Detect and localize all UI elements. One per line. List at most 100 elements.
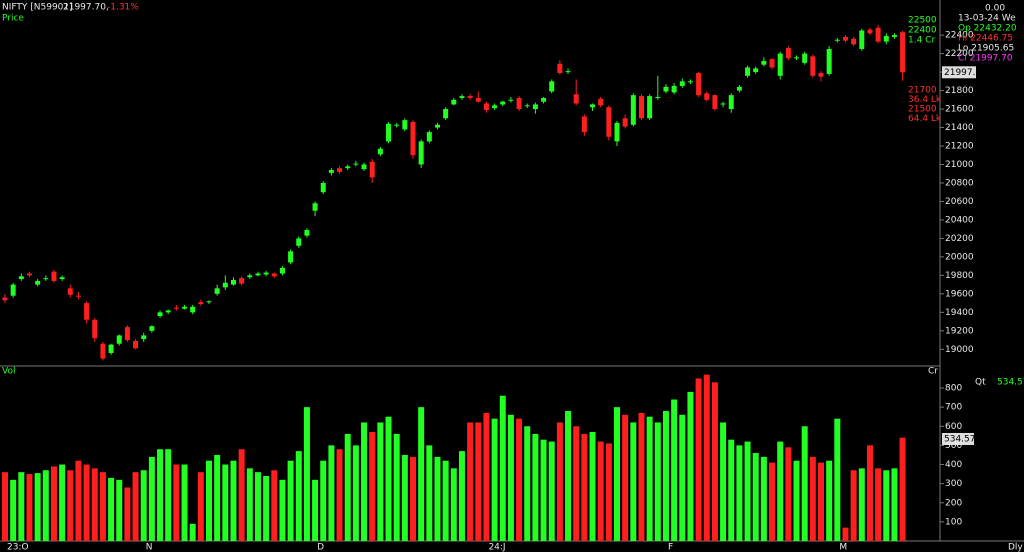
candle-body bbox=[124, 327, 130, 341]
y-tick-label: 20600 bbox=[945, 197, 974, 207]
candle-body bbox=[377, 148, 383, 155]
candle-body bbox=[900, 32, 906, 73]
candle-body bbox=[802, 53, 808, 63]
volume-bar bbox=[458, 451, 465, 541]
candle-body bbox=[337, 168, 343, 172]
info-text: Lo 21905.65 bbox=[958, 44, 1014, 54]
candle-body bbox=[614, 122, 620, 142]
volume-bar bbox=[442, 460, 449, 541]
volume-bar bbox=[769, 462, 776, 541]
candle-body bbox=[67, 288, 73, 295]
y-tick-label: 21200 bbox=[945, 142, 974, 152]
candle-body bbox=[859, 30, 865, 49]
y-tick-label: 600 bbox=[945, 422, 962, 432]
candle-body bbox=[516, 97, 522, 110]
overlay-label: 64.4 Lk bbox=[908, 114, 942, 124]
candle-body bbox=[851, 38, 857, 45]
volume-bar bbox=[565, 410, 572, 541]
volume-bar bbox=[181, 464, 188, 541]
candle-body bbox=[671, 85, 677, 93]
candle-body bbox=[51, 271, 57, 281]
info-text: 0.00 bbox=[985, 4, 1005, 14]
candle-body bbox=[549, 81, 555, 92]
y-tick-label: 100 bbox=[945, 517, 962, 527]
candle-body bbox=[10, 284, 16, 296]
y-tick-label: 21800 bbox=[945, 86, 974, 96]
volume-bar bbox=[246, 468, 253, 541]
volume-bar bbox=[875, 468, 882, 541]
volume-bar bbox=[777, 441, 784, 541]
candle-body bbox=[769, 59, 775, 68]
volume-bar bbox=[75, 460, 82, 541]
volume-bar bbox=[165, 449, 172, 541]
volume-bar bbox=[124, 487, 131, 541]
volume-bar bbox=[238, 449, 245, 541]
volume-bar bbox=[116, 479, 123, 541]
candle-body bbox=[785, 48, 791, 59]
last-text: 21997.70, bbox=[63, 3, 109, 13]
info-text: Cl 21997.70 bbox=[958, 54, 1013, 64]
volume-bar bbox=[312, 479, 319, 541]
volume-bar bbox=[605, 443, 612, 541]
candle-body bbox=[728, 95, 734, 110]
price-panel-label: Price bbox=[2, 14, 24, 24]
volume-bar bbox=[34, 473, 41, 541]
volume-bar bbox=[434, 456, 441, 541]
candle-body bbox=[524, 105, 530, 107]
candle-body bbox=[622, 118, 628, 127]
candle-body bbox=[891, 35, 897, 37]
volume-bar bbox=[646, 416, 653, 541]
volume-bar bbox=[401, 454, 408, 541]
volume-bar bbox=[42, 470, 49, 541]
volume-bar bbox=[899, 437, 906, 541]
candle-body bbox=[296, 238, 302, 246]
volume-bar bbox=[499, 395, 506, 541]
volume-bar bbox=[271, 470, 278, 541]
candle-body bbox=[75, 295, 81, 297]
candle-body bbox=[581, 116, 587, 133]
y-tick-label: 19400 bbox=[945, 308, 974, 318]
y-tick-label: 20000 bbox=[945, 252, 974, 262]
candle-body bbox=[483, 103, 489, 110]
volume-bar bbox=[507, 414, 514, 541]
y-tick-label: 21600 bbox=[945, 105, 974, 115]
candle-body bbox=[590, 104, 596, 108]
candle-body bbox=[573, 94, 579, 104]
candle-body bbox=[239, 278, 245, 284]
volume-bar bbox=[328, 445, 335, 541]
volume-bar bbox=[785, 447, 792, 541]
candle-body bbox=[116, 335, 122, 344]
symbol: NIFTY [N59901] bbox=[2, 3, 73, 13]
volume-bar bbox=[140, 470, 147, 541]
volume-bar bbox=[801, 426, 808, 541]
candle-body bbox=[704, 93, 710, 100]
volume-bar bbox=[736, 445, 743, 541]
candle-body bbox=[255, 273, 261, 276]
x-tick-label: 24:J bbox=[488, 543, 505, 552]
candle-body bbox=[655, 97, 661, 99]
candle-body bbox=[451, 99, 457, 105]
change-text: -1.31% bbox=[107, 3, 139, 13]
x-tick-label: D bbox=[317, 543, 324, 552]
volume-bar bbox=[614, 407, 620, 541]
volume-bar bbox=[18, 472, 25, 541]
candle-body bbox=[606, 107, 612, 137]
volume-bar bbox=[524, 426, 531, 541]
volume-bar bbox=[377, 422, 384, 541]
candle-body bbox=[165, 310, 171, 313]
volume-bar bbox=[287, 460, 294, 541]
candle-body bbox=[696, 73, 702, 96]
overlay-label: 21500 bbox=[908, 105, 937, 115]
y-tick-label: 19000 bbox=[945, 345, 974, 355]
candle-body bbox=[761, 60, 767, 65]
volume-bar bbox=[26, 474, 33, 541]
volume-bar bbox=[703, 374, 710, 541]
candle-body bbox=[386, 123, 392, 142]
candle-body bbox=[402, 120, 408, 130]
y-tick-label: 200 bbox=[945, 498, 962, 508]
volume-bar bbox=[426, 445, 433, 541]
candle-body bbox=[467, 96, 473, 98]
volume-bar bbox=[818, 462, 824, 541]
overlay-label: 1.4 Cr bbox=[908, 36, 935, 46]
volume-bar bbox=[206, 460, 212, 541]
